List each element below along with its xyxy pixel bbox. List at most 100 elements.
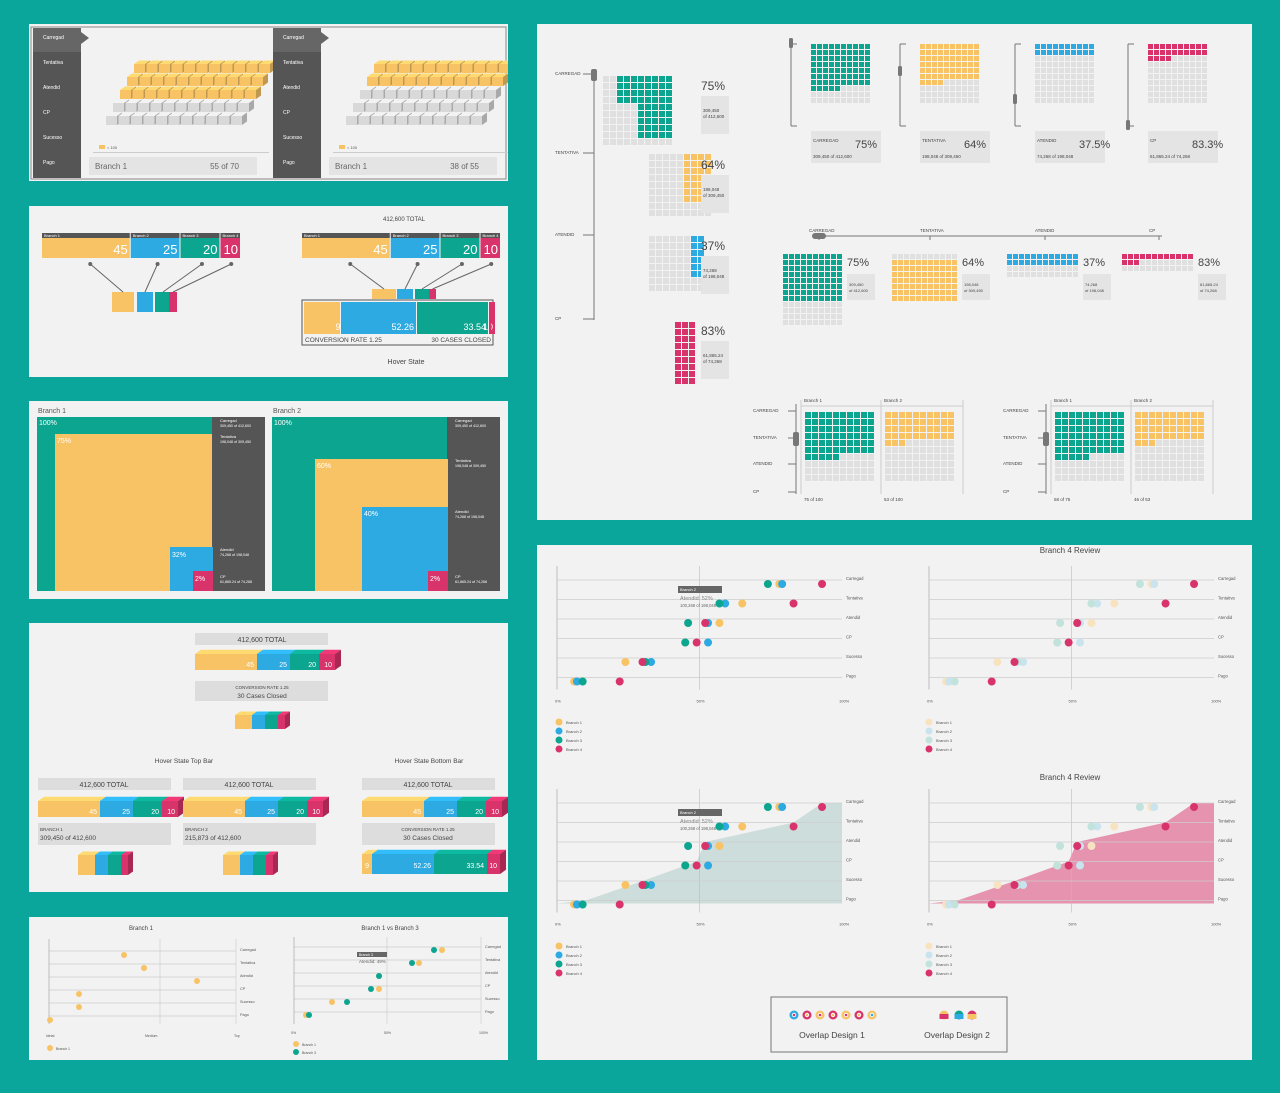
waffle-cell-empty [677, 203, 683, 209]
connector-dot [415, 262, 420, 266]
waffle-cell-empty [819, 314, 824, 319]
branch-bars-panel: Branch 1 45 Branch 2 25 Branch 3 20 Branch 4 10… [29, 206, 508, 377]
nested-area-panel: Branch 1 100% 75% 32% 2% Carregad 309,450 of 4… [29, 401, 508, 599]
waffle-cell-filled [944, 56, 949, 61]
waffle-cell-empty [825, 308, 830, 313]
stage-label: Carregad [43, 35, 64, 41]
bracket-handle [789, 38, 793, 48]
waffle-cell-filled [812, 433, 818, 439]
waffle-cell-filled [916, 290, 921, 295]
iso-block [206, 116, 217, 125]
waffle-cell-empty [670, 154, 676, 160]
plot-dot [1064, 861, 1073, 870]
waffle-cell-empty [899, 454, 905, 460]
waffle-cell-empty [652, 139, 658, 145]
iso-block-top [422, 86, 439, 90]
dot-branch-1 [141, 965, 147, 971]
waffle-cell-filled [1111, 440, 1117, 446]
waffle-cell-empty [1170, 468, 1176, 474]
waffle-cell-filled [1149, 440, 1155, 446]
waffle-cell-empty [920, 468, 926, 474]
waffle-cell-empty [941, 447, 947, 453]
waffle-cell-empty [926, 98, 931, 103]
waffle-cell-filled [1198, 433, 1204, 439]
waffle-cell-filled [813, 266, 818, 271]
waffle-cell-empty [952, 254, 957, 259]
waffle-cell-filled [1077, 50, 1082, 55]
waffle-cell-empty [974, 86, 979, 91]
waffle-cell-filled [691, 236, 697, 242]
waffle-cell-filled [783, 290, 788, 295]
waffle-cell-filled [652, 90, 658, 96]
bracket-handle [1013, 94, 1017, 104]
legend-label: Branch 2 [566, 953, 583, 958]
waffle-cell-filled [1166, 44, 1171, 49]
waffle-cell-empty [1037, 272, 1042, 277]
waffle-cell-empty [795, 314, 800, 319]
waffle-cell-filled [1104, 440, 1110, 446]
waffle-cell-empty [948, 454, 954, 460]
waffle-cell-empty [1035, 62, 1040, 67]
waffle-cell-filled [835, 62, 840, 67]
footer-bar [89, 157, 257, 175]
waffle-cell-filled [837, 296, 842, 301]
waffle-cell-filled [638, 76, 644, 82]
waffle-cell-filled [835, 86, 840, 91]
compare-branch: Branch 2 [884, 398, 903, 403]
waffle-cell-empty [1163, 468, 1169, 474]
waffle-cell-filled [861, 419, 867, 425]
iso-block [485, 90, 496, 99]
waffle-cell-filled [898, 284, 903, 289]
waffle-cell-empty [1190, 56, 1195, 61]
waffle-cell-filled [1083, 433, 1089, 439]
waffle-cell-filled [698, 161, 704, 167]
plot-dot [1087, 619, 1096, 627]
waffle-cell-empty [684, 264, 690, 270]
waffle-cell-filled [1049, 260, 1054, 265]
waffle-cell-filled [847, 68, 852, 73]
waffle-cell-empty [1104, 468, 1110, 474]
waffle-cell-empty [659, 139, 665, 145]
waffle-cell-filled [1069, 412, 1075, 418]
waffle-cell-empty [927, 454, 933, 460]
stage-row [273, 28, 321, 52]
waffle-cell-empty [1172, 86, 1177, 91]
mini-segment [155, 292, 171, 312]
panel-border [30, 26, 507, 180]
iso-block-top [225, 99, 242, 103]
area-label-yellow: 75% [57, 438, 71, 445]
waffle-cell-empty [944, 98, 949, 103]
waffle-cell-filled [691, 196, 697, 202]
mid-value: of 74,268 [1200, 288, 1217, 293]
bracket-handle [1126, 120, 1130, 130]
iso-block [232, 90, 244, 99]
waffle-cell-empty [1083, 56, 1088, 61]
waffle-cell-empty [649, 175, 655, 181]
iso-block-top [492, 73, 508, 77]
waffle-cell-empty [1140, 266, 1145, 271]
tooltip-head [357, 952, 387, 957]
side-stage-value: 74,268 of 198,048 [455, 515, 484, 519]
bracket-handle [898, 66, 902, 76]
stage-row [33, 53, 81, 77]
waffle-cell-empty [666, 139, 672, 145]
waffle-cell-empty [811, 92, 816, 97]
waffle-cell-filled [868, 412, 874, 418]
iso-block [453, 103, 464, 112]
waffle-cell-filled [853, 56, 858, 61]
waffle-cell-filled [906, 419, 912, 425]
waffle-cell-filled [659, 97, 665, 103]
waffle-cell-empty [1071, 62, 1076, 67]
waffle-cell-empty [1202, 62, 1207, 67]
waffle-cell-filled [861, 433, 867, 439]
waffle-cell-empty [837, 320, 842, 325]
waffle-cell-empty [795, 320, 800, 325]
waffle-cell-filled [675, 322, 681, 328]
iso-block-top [182, 86, 199, 90]
branch-tab [302, 233, 390, 238]
waffle-cell-filled [666, 83, 672, 89]
waffle-cell-filled [682, 329, 688, 335]
waffle-cell-empty [684, 203, 690, 209]
iso-block-top [177, 73, 193, 77]
